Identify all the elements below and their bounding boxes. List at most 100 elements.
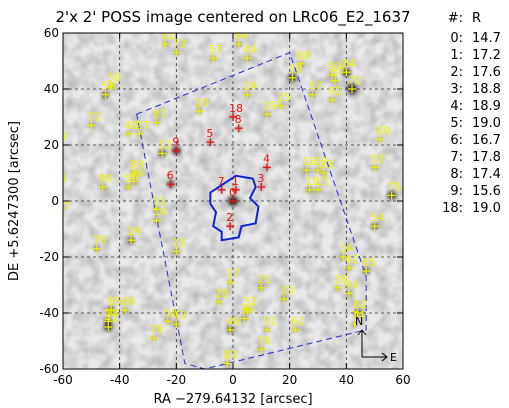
table-row-mag: 17.6 xyxy=(472,65,501,80)
y-tick-label: 60 xyxy=(44,26,59,40)
compass-east-label: E xyxy=(390,351,397,364)
star-label: 3 xyxy=(257,172,264,185)
table-row-mag: 17.4 xyxy=(472,167,501,182)
star-label: 28 xyxy=(215,287,229,300)
table-row-mag: 18.9 xyxy=(472,99,501,114)
star-label: 43 xyxy=(172,309,186,322)
star-label: 27 xyxy=(136,119,150,132)
star-label: 68 xyxy=(297,49,311,62)
star-label: 87 xyxy=(153,108,167,121)
star-image xyxy=(59,213,62,216)
star-label: 54 xyxy=(371,211,385,224)
star-label: 57 xyxy=(209,43,223,56)
star-label: 17 xyxy=(226,267,240,280)
star-label: 56 xyxy=(164,306,178,319)
table-row-id: 2: xyxy=(450,65,463,80)
star-label: 71 xyxy=(87,110,101,123)
star-label: 38 xyxy=(334,273,348,286)
star-label: 82 xyxy=(161,29,175,42)
y-tick-label: 20 xyxy=(44,138,59,152)
star-label: 89 xyxy=(130,158,144,171)
star-label: 0 xyxy=(229,186,236,199)
star-label: 36 xyxy=(240,304,254,317)
y-tick-label: -40 xyxy=(39,306,59,320)
table-row-mag: 19.0 xyxy=(472,201,501,216)
star-label: 40 xyxy=(124,119,138,132)
star-image xyxy=(56,185,59,188)
star-label: 33 xyxy=(280,284,294,297)
star-label: 59 xyxy=(124,172,138,185)
table-row-id: 18: xyxy=(442,201,463,216)
star-label: 4 xyxy=(263,152,270,165)
compass-north-label: N xyxy=(355,315,363,328)
star-label: 78 xyxy=(150,323,164,336)
star-label: 64 xyxy=(235,29,249,42)
star-label: 46 xyxy=(226,315,240,328)
y-tick-label: -60 xyxy=(39,362,59,376)
y-tick-label: 40 xyxy=(44,82,59,96)
x-tick-label: -60 xyxy=(53,373,73,387)
x-tick-label: 20 xyxy=(282,373,297,387)
table-row-id: 5: xyxy=(450,116,463,131)
star-label: 25 xyxy=(277,91,291,104)
star-label: 5 xyxy=(206,127,213,140)
star-label: 22 xyxy=(314,155,328,168)
star-label: 85 xyxy=(107,295,121,308)
table-row-id: 9: xyxy=(450,184,463,199)
star-label: 74 xyxy=(351,309,365,322)
star-label: 77 xyxy=(56,200,70,213)
table-row-mag: 18.8 xyxy=(472,82,501,97)
y-tick-label: -20 xyxy=(39,250,59,264)
star-label: 76 xyxy=(257,334,271,347)
table-row-id: 7: xyxy=(450,150,463,165)
compass: N E xyxy=(355,315,397,364)
star-label: 7 xyxy=(218,175,225,188)
y-tick-label: 0 xyxy=(51,194,59,208)
star-label: 62 xyxy=(354,298,368,311)
table-row-id: 1: xyxy=(450,48,463,63)
star-label: 19 xyxy=(263,99,277,112)
star-label: 49 xyxy=(243,43,257,56)
star-label: 2 xyxy=(226,211,233,224)
star-label: 10 xyxy=(306,175,320,188)
x-tick-label: -20 xyxy=(167,373,187,387)
star-label: 24 xyxy=(243,80,257,93)
x-tick-label: 40 xyxy=(339,373,354,387)
star-label: 16 xyxy=(303,155,317,168)
x-tick-label: 0 xyxy=(229,373,237,387)
star-label: 8 xyxy=(235,113,242,126)
target-mask xyxy=(209,174,260,242)
table-row-mag: 17.2 xyxy=(472,48,501,63)
star-label: 53 xyxy=(371,152,385,165)
compass-east-head xyxy=(381,352,388,362)
field-outline xyxy=(136,51,367,369)
table-row-mag: 15.6 xyxy=(472,184,501,199)
star-label: 69 xyxy=(376,124,390,137)
star-label: 23 xyxy=(320,158,334,171)
table-row-mag: 19.0 xyxy=(472,116,501,131)
star-label: 44 xyxy=(345,278,359,291)
star-label: 50 xyxy=(107,71,121,84)
table-row-id: 3: xyxy=(450,82,463,97)
star-label: 42 xyxy=(345,253,359,266)
star-label: 14 xyxy=(153,206,167,219)
star-label: 65 xyxy=(362,256,376,269)
star-label: 20 xyxy=(195,96,209,109)
magnitude-table: #: R 0: 14.7 1: 17.2 2: 17.6 3: 18.8 4: 18.9 5: 19.… xyxy=(442,11,501,216)
star-label: 51 xyxy=(263,315,277,328)
star-label: 1 xyxy=(232,175,239,188)
star-label: 58 xyxy=(102,80,116,93)
star-label: 37 xyxy=(308,80,322,93)
star-label: 84 xyxy=(342,57,356,70)
star-label: 66 xyxy=(121,295,135,308)
table-row-mag: 16.7 xyxy=(472,133,501,148)
star-label: 12 xyxy=(158,138,172,151)
star-label: 32 xyxy=(243,295,257,308)
star-label: 73 xyxy=(172,38,186,51)
star-label: 21 xyxy=(257,273,271,286)
y-axis-label: DE +5.6247300 [arcsec] xyxy=(7,121,22,281)
